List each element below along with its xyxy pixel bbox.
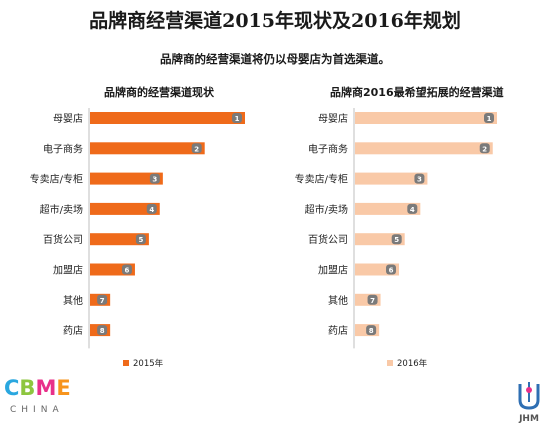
- left-bar: [90, 112, 245, 124]
- right-legend-label: 2016年: [397, 358, 428, 369]
- right-rank-label: 4: [410, 206, 415, 214]
- jhm-logo-text: JHM: [518, 414, 539, 424]
- right-rank-badge: [386, 264, 397, 275]
- left-category-label: 加盟店: [53, 264, 83, 277]
- right-category-label: 药店: [328, 324, 348, 337]
- right-bar: [355, 142, 493, 155]
- right-category-label: 百货公司: [308, 233, 348, 246]
- left-rank-badge: [232, 113, 242, 123]
- left-bar: [90, 142, 205, 155]
- right-bar: [355, 172, 428, 185]
- right-category-label: 电子商务: [308, 142, 348, 155]
- left-category-label: 电子商务: [43, 142, 83, 155]
- left-category-label: 其他: [63, 294, 83, 307]
- right-rank-label: 1: [487, 115, 492, 123]
- page-subtitle: 品牌商的经营渠道将仍以母婴店为首选渠道。: [160, 52, 390, 66]
- right-rank-badge: [414, 173, 425, 184]
- right-category-label: 母婴店: [318, 112, 348, 125]
- right-rank-label: 2: [482, 145, 487, 153]
- left-rank-badge: [97, 294, 108, 305]
- left-legend-swatch: [123, 360, 129, 366]
- right-rank-badge: [391, 234, 402, 245]
- left-rank-badge: [135, 234, 146, 245]
- right-rank-badge: [407, 203, 418, 214]
- right-bar: [355, 112, 497, 124]
- cbme-logo: CBME CHINA: [4, 376, 74, 424]
- left-rank-badge: [121, 264, 132, 275]
- right-legend-swatch: [387, 360, 393, 366]
- right-rank-badge: [367, 294, 378, 305]
- left-bar: [90, 233, 149, 246]
- left-rank-badge: [97, 325, 108, 336]
- left-rank-label: 8: [100, 327, 105, 335]
- left-bar: [90, 172, 163, 185]
- left-rank-badge: [149, 173, 160, 184]
- page-title: 品牌商经营渠道2015年现状及2016年规划: [89, 10, 461, 32]
- chart-2016: 母婴店 1 电子商务 2 专卖店/专柜 3 超市/卖场 4 百货公司 5 加盟店 6 其他 7 药店 8 201…: [295, 108, 497, 369]
- right-category-label: 加盟店: [318, 264, 348, 277]
- right-rank-label: 7: [370, 297, 375, 305]
- left-category-label: 专卖店/专柜: [30, 173, 83, 186]
- right-rank-badge: [484, 113, 494, 123]
- right-category-label: 超市/卖场: [305, 203, 348, 216]
- cbme-logo-sub: CHINA: [10, 405, 64, 415]
- right-bar: [355, 202, 421, 215]
- left-bar: [90, 202, 160, 215]
- cbme-logo-letters: CBME: [4, 376, 71, 400]
- right-rank-label: 5: [394, 236, 399, 244]
- left-legend-label: 2015年: [133, 358, 164, 369]
- left-category-label: 母婴店: [53, 112, 83, 125]
- jhm-logo: JHM: [512, 380, 546, 424]
- right-rank-label: 3: [417, 176, 422, 184]
- left-rank-badge: [191, 143, 202, 154]
- left-rank-label: 6: [125, 267, 130, 275]
- right-rank-label: 8: [369, 327, 374, 335]
- left-rank-label: 5: [138, 236, 143, 244]
- left-rank-label: 2: [194, 145, 199, 153]
- left-category-label: 超市/卖场: [40, 203, 83, 216]
- right-rank-badge: [366, 325, 377, 336]
- left-rank-label: 1: [235, 115, 240, 123]
- right-rank-badge: [479, 143, 490, 154]
- left-chart-title: 品牌商的经营渠道现状: [104, 86, 214, 99]
- right-category-label: 其他: [328, 294, 348, 307]
- right-category-label: 专卖店/专柜: [295, 173, 348, 186]
- left-category-label: 药店: [63, 324, 83, 337]
- left-rank-label: 7: [100, 297, 105, 305]
- right-rank-label: 6: [389, 267, 394, 275]
- right-chart-title: 品牌商2016最希望拓展的经营渠道: [330, 86, 504, 99]
- chart-2015: 母婴店 1 电子商务 2 专卖店/专柜 3 超市/卖场 4 百货公司 5 加盟店 6 其他 7 药店 8 201…: [30, 108, 245, 369]
- left-category-label: 百货公司: [43, 233, 83, 246]
- left-rank-label: 4: [149, 206, 154, 214]
- left-rank-badge: [146, 203, 157, 214]
- left-rank-label: 3: [152, 176, 157, 184]
